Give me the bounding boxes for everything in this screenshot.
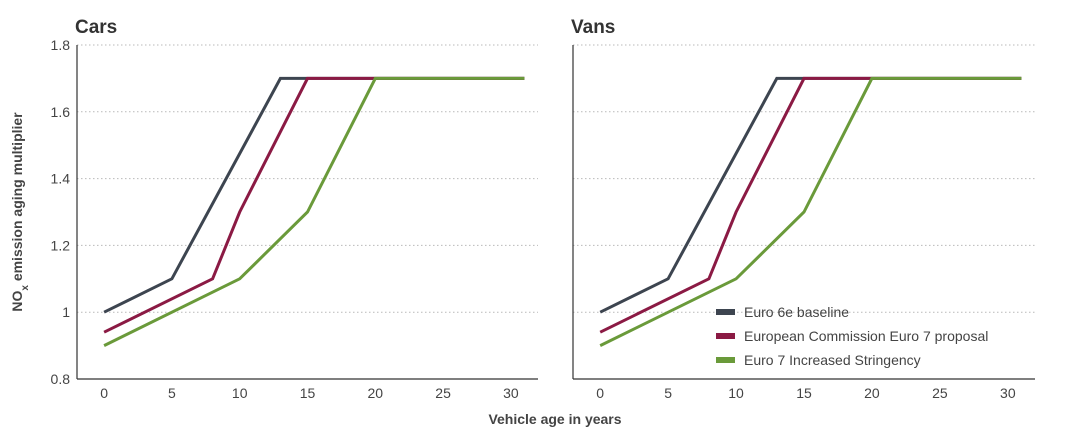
y-tick-label: 1.6 [51,104,71,120]
y-axis-title-sub: x [20,285,31,291]
legend-swatch [716,357,735,363]
x-tick-label: 20 [864,385,880,401]
x-tick-label: 20 [368,385,384,401]
panel-title: Cars [75,17,117,38]
x-tick-label: 15 [300,385,316,401]
x-tick-label: 0 [596,385,604,401]
legend-swatch [716,333,735,339]
y-tick-label: 1.8 [51,37,71,53]
x-tick-label: 5 [664,385,672,401]
y-tick-label: 0.8 [51,371,71,387]
x-tick-label: 0 [100,385,108,401]
legend-item: Euro 6e baseline [716,304,849,320]
x-tick-label: 10 [728,385,744,401]
x-tick-label: 15 [796,385,812,401]
legend-item: European Commission Euro 7 proposal [716,328,988,344]
series-line-3 [103,76,525,347]
series-line-2 [599,76,1022,334]
y-tick-label: 1.2 [51,237,71,253]
y-axis-title-main: NO [9,291,25,312]
legend-label: Euro 7 Increased Stringency [744,352,921,368]
x-axis-title: Vehicle age in years [488,411,621,427]
series-line-2 [103,76,525,334]
x-tick-label: 5 [168,385,176,401]
panel-vans: Vans 0 5 10 15 20 25 30 [571,17,1035,401]
x-tick-label: 10 [232,385,248,401]
x-tick-label: 25 [932,385,948,401]
x-tick-label: 30 [503,385,519,401]
panel-cars: Cars 0.8 1 1.2 1.4 1.6 1.8 0 5 10 15 20 25 30 [51,17,538,401]
x-tick-label: 30 [1000,385,1016,401]
series-line-3 [599,76,1022,347]
series-line-1 [103,76,525,314]
y-tick-label: 1.4 [51,171,71,187]
y-axis-title-rest: emission aging multiplier [9,112,25,285]
panel-title: Vans [571,17,615,38]
x-tick-label: 25 [435,385,451,401]
legend-item: Euro 7 Increased Stringency [716,352,921,368]
legend-label: Euro 6e baseline [744,304,849,320]
panels: Cars 0.8 1 1.2 1.4 1.6 1.8 0 5 10 15 20 25 30 Vans 0 5 10… [51,17,1035,401]
legend-label: European Commission Euro 7 proposal [744,328,988,344]
y-axis-title: NOx emission aging multiplier [9,112,31,312]
legend: Euro 6e baseline European Commission Euro… [716,304,988,368]
series-line-1 [599,76,1022,314]
legend-swatch [716,309,735,315]
y-tick-label: 1 [62,304,70,320]
